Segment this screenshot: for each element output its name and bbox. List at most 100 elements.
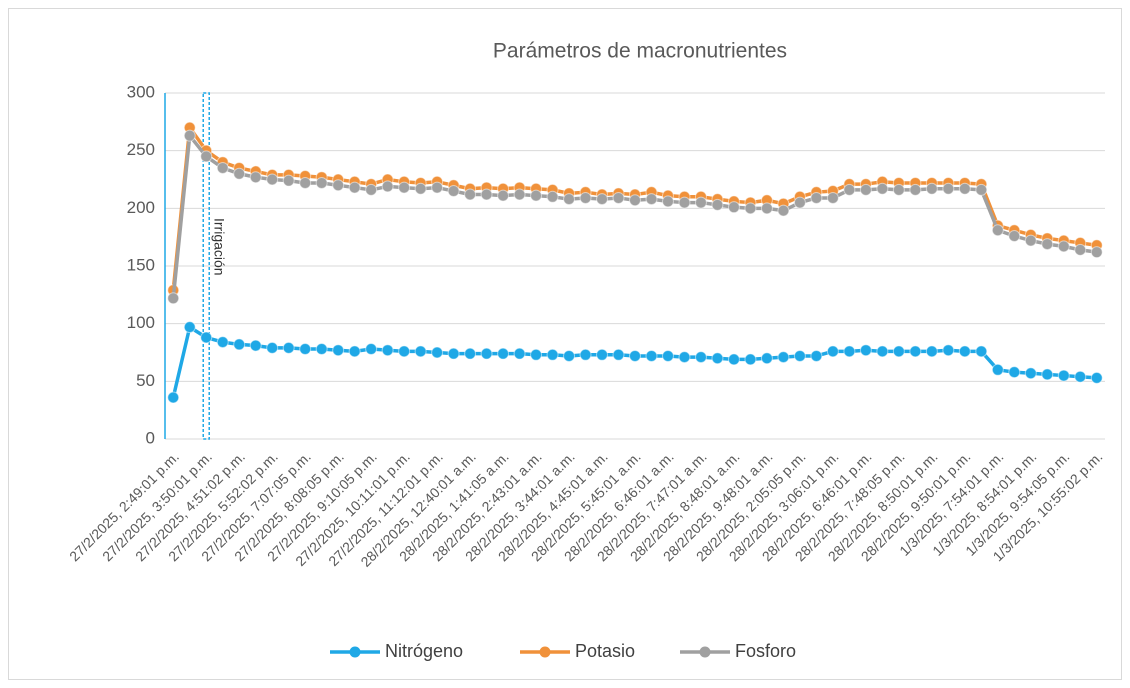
marker (216, 336, 229, 349)
marker (1074, 370, 1087, 383)
marker (629, 349, 641, 362)
marker (843, 183, 856, 196)
legend-label: Fosforo (735, 641, 796, 661)
marker (909, 183, 922, 196)
marker (975, 345, 988, 358)
marker (1024, 234, 1037, 247)
marker (1041, 368, 1054, 381)
marker (513, 347, 526, 360)
marker (629, 194, 641, 207)
marker (167, 292, 180, 305)
marker (315, 343, 328, 356)
y-tick-label: 200 (127, 198, 155, 217)
marker (332, 179, 345, 192)
marker (859, 344, 872, 357)
marker (183, 129, 196, 142)
marker (810, 349, 823, 362)
annotation-label: Irrigación (212, 218, 228, 276)
marker (942, 182, 955, 195)
marker (249, 339, 262, 352)
marker (810, 191, 823, 204)
marker (1090, 371, 1103, 384)
marker (876, 345, 889, 358)
marker (447, 185, 460, 198)
y-tick-label: 0 (146, 428, 155, 447)
marker (793, 196, 806, 209)
marker (563, 349, 576, 362)
marker (958, 182, 971, 195)
marker (612, 191, 625, 204)
marker (661, 349, 674, 362)
marker (332, 344, 345, 357)
marker (497, 189, 510, 202)
marker (167, 391, 180, 404)
chart-frame (8, 8, 1122, 680)
marker (925, 182, 938, 195)
marker (843, 345, 856, 358)
marker (942, 344, 955, 357)
marker (183, 321, 196, 334)
marker (1041, 238, 1054, 251)
marker (579, 191, 592, 204)
marker (1008, 230, 1021, 243)
marker (909, 345, 922, 358)
marker (991, 363, 1004, 376)
marker (546, 348, 559, 361)
marker (876, 182, 889, 195)
marker (497, 347, 510, 360)
legend-marker (699, 646, 711, 658)
marker (398, 181, 411, 194)
marker (892, 345, 905, 358)
legend-label: Nitrógeno (385, 641, 463, 661)
marker (645, 349, 658, 362)
marker (546, 190, 559, 203)
marker (563, 193, 576, 206)
marker (859, 183, 872, 196)
marker (365, 343, 378, 356)
y-tick-label: 150 (127, 255, 155, 274)
marker (1008, 366, 1021, 379)
y-tick-label: 100 (127, 313, 155, 332)
marker (530, 348, 543, 361)
marker (299, 176, 312, 189)
marker (777, 204, 790, 217)
marker (826, 191, 839, 204)
marker (711, 352, 724, 365)
marker (381, 344, 394, 357)
marker (596, 193, 609, 206)
legend-marker (539, 646, 551, 658)
marker (398, 345, 411, 358)
marker (200, 331, 213, 344)
marker (200, 150, 213, 163)
marker (233, 338, 246, 351)
marker (464, 188, 477, 201)
marker (991, 224, 1004, 237)
marker (1074, 243, 1087, 256)
marker (1057, 240, 1070, 253)
marker (282, 341, 295, 354)
marker (925, 345, 938, 358)
marker (480, 188, 493, 201)
chart-title: Parámetros de macronutrientes (493, 40, 787, 63)
marker (694, 196, 707, 209)
marker (612, 348, 625, 361)
marker (744, 202, 757, 215)
marker (711, 198, 724, 211)
marker (299, 343, 312, 356)
marker (447, 347, 460, 360)
marker (678, 351, 691, 364)
marker (975, 183, 988, 196)
marker (431, 181, 444, 194)
marker (266, 341, 279, 354)
marker (414, 182, 427, 195)
marker (727, 353, 740, 366)
marker (760, 202, 773, 215)
marker (958, 345, 971, 358)
marker (694, 351, 707, 364)
marker (793, 349, 806, 362)
marker (1024, 367, 1037, 380)
marker (282, 174, 295, 187)
marker (480, 347, 493, 360)
marker (777, 351, 790, 364)
